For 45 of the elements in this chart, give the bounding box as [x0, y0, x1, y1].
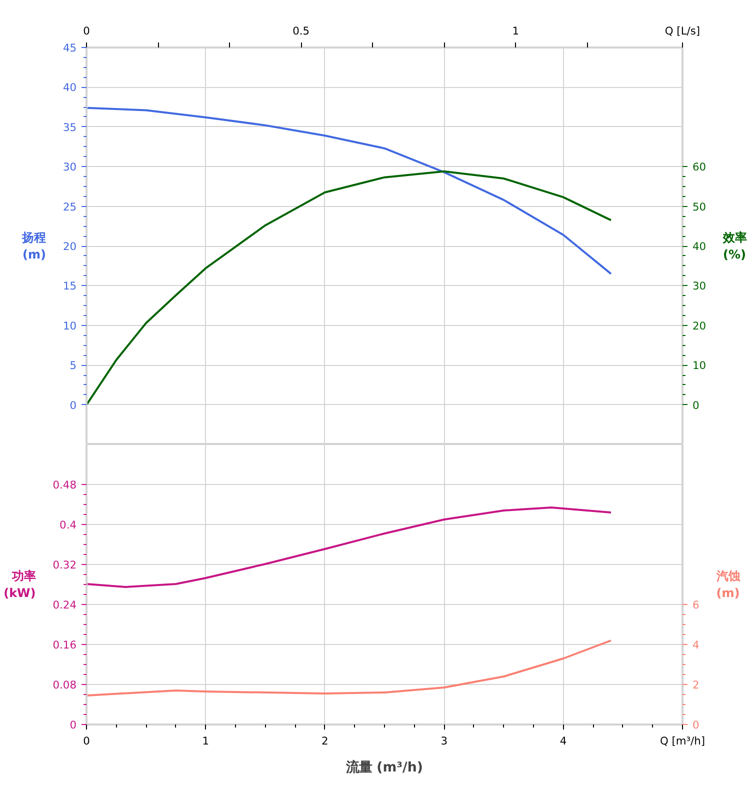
x2-tick-label: 0.5	[292, 24, 310, 38]
y-axis-title: 扬程 (m)	[20, 230, 46, 262]
y-tick-label: 0.4	[60, 518, 77, 532]
x-tick-label: 4	[560, 734, 567, 748]
y2-tick-label: 30	[692, 280, 706, 293]
y2-tick-label: 60	[692, 160, 706, 174]
y-axis-title: 功率 (kW)	[4, 569, 36, 600]
y-tick-label: 25	[62, 200, 77, 214]
x-tick-label: 3	[440, 734, 448, 748]
y2-tick-label: 10	[692, 359, 706, 372]
y2-axis-title: 汽蚀 (m)	[715, 569, 740, 600]
y2-tick-label: 4	[692, 638, 700, 652]
y2-tick-label: 20	[692, 319, 706, 332]
line-series	[86, 640, 612, 696]
y2-tick-label: 2	[692, 678, 700, 692]
y-tick-label: 40	[62, 81, 77, 94]
x-axis-title: 流量 (m³/h)	[345, 760, 423, 776]
y-tick-label: 5	[70, 359, 76, 372]
y-tick-label: 0	[70, 718, 77, 732]
y-tick-label: 45	[62, 42, 77, 54]
y-tick-label: 35	[62, 120, 77, 134]
y2-axis-title: 效率 (%)	[722, 230, 748, 262]
y2-tick-label: 40	[692, 240, 706, 253]
y2-tick-label: 0	[692, 718, 700, 732]
y-tick-label: 30	[62, 160, 77, 174]
line-series	[86, 170, 612, 406]
y-tick-label: 0.08	[52, 678, 77, 692]
y-tick-label: 20	[62, 240, 77, 253]
y-tick-label: 10	[62, 319, 77, 332]
y-tick-label: 0.48	[52, 478, 77, 492]
x-tick-label: Q [m³/h]	[660, 734, 706, 748]
x-tick-label: 0	[83, 734, 90, 748]
y2-tick-label: 50	[692, 200, 706, 214]
y2-tick-label: 6	[692, 598, 700, 612]
x-tick-label: 2	[322, 734, 328, 748]
y-tick-label: 0.16	[52, 638, 77, 652]
x2-tick-label: 1	[512, 24, 520, 38]
x2-tick-label: 0	[83, 24, 90, 38]
y-tick-label: 0.24	[52, 598, 77, 612]
x-tick-label: 1	[202, 734, 210, 748]
y-tick-label: 15	[62, 280, 77, 293]
x2-tick-label: Q [L/s]	[664, 24, 700, 38]
y-tick-label: 0	[70, 398, 77, 412]
y-tick-label: 0.32	[52, 558, 77, 572]
y2-tick-label: 0	[692, 398, 700, 412]
